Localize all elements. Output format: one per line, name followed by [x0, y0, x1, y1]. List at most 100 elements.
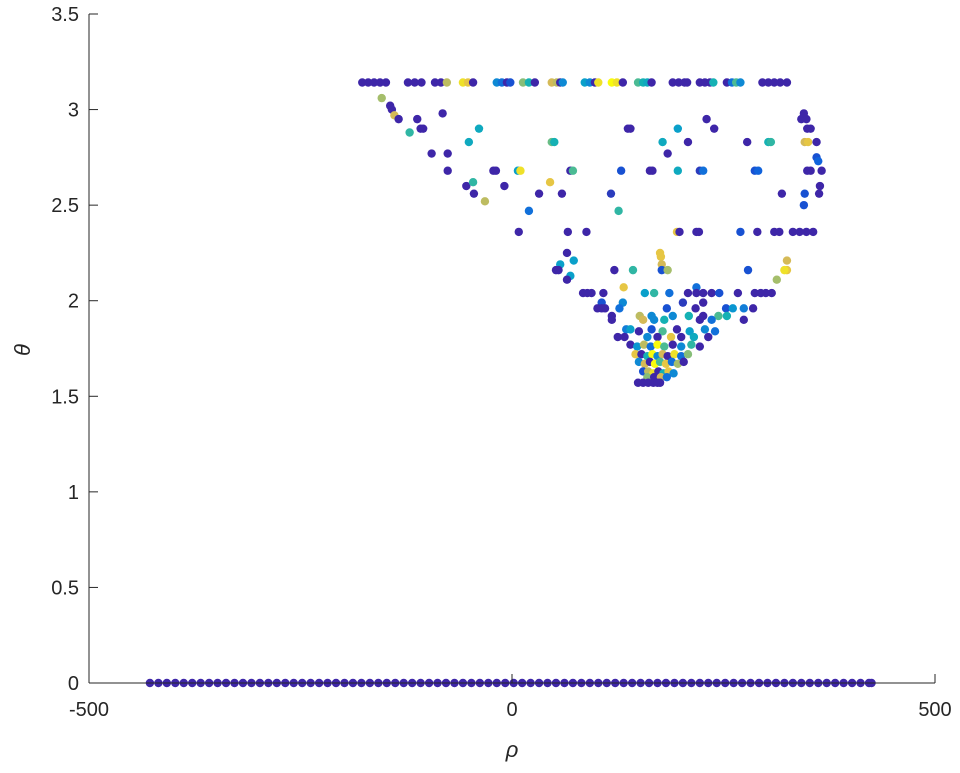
data-point	[582, 227, 591, 237]
y-axis-label: θ	[10, 344, 35, 356]
data-point	[569, 256, 578, 265]
data-point	[668, 340, 677, 349]
x-tick-label: -500	[69, 699, 109, 721]
data-point	[739, 315, 749, 325]
data-point	[733, 288, 743, 298]
data-point	[506, 78, 515, 87]
data-point	[753, 166, 763, 175]
data-point	[808, 227, 818, 237]
data-point	[666, 332, 676, 342]
data-point	[619, 283, 628, 292]
data-point	[616, 166, 626, 175]
data-point	[626, 325, 635, 334]
data-point	[647, 325, 656, 334]
data-point	[514, 227, 523, 237]
data-point	[714, 311, 723, 321]
data-point	[722, 311, 732, 321]
data-point	[709, 78, 718, 87]
data-point	[534, 189, 544, 198]
data-point	[638, 315, 648, 325]
data-point	[403, 78, 413, 87]
data-point	[375, 78, 385, 87]
data-point	[634, 327, 644, 336]
data-point	[707, 315, 716, 325]
data-point	[665, 288, 674, 298]
data-point	[788, 227, 798, 237]
data-point	[562, 275, 572, 284]
data-point	[679, 357, 688, 367]
data-point	[770, 78, 779, 87]
data-point	[599, 288, 608, 298]
data-point	[702, 114, 711, 124]
data-point	[662, 372, 672, 382]
data-point	[442, 78, 452, 87]
data-point	[817, 166, 826, 175]
data-point	[443, 166, 452, 175]
y-tick-label: 3.5	[51, 4, 79, 26]
x-tick-label: 0	[506, 699, 517, 721]
data-point	[462, 181, 471, 191]
data-point	[568, 166, 578, 175]
data-point	[626, 124, 635, 133]
data-point	[694, 227, 704, 237]
data-point	[698, 288, 708, 298]
data-point	[657, 265, 666, 275]
data-point	[418, 124, 428, 133]
data-point	[607, 315, 617, 325]
data-point	[683, 350, 693, 359]
data-point	[684, 311, 694, 321]
data-point	[606, 189, 616, 198]
data-point	[750, 288, 760, 298]
y-tick-label: 1.5	[51, 386, 79, 408]
data-point	[695, 342, 705, 351]
data-point	[806, 166, 815, 175]
data-point	[668, 311, 677, 321]
data-point	[413, 114, 422, 124]
data-point	[691, 304, 700, 313]
data-point	[587, 288, 596, 298]
data-point	[814, 189, 824, 198]
data-point	[795, 227, 804, 237]
y-tick-label: 0.5	[51, 577, 79, 599]
data-point	[615, 304, 624, 313]
data-point	[653, 332, 662, 342]
data-point	[767, 288, 776, 298]
data-point	[707, 288, 716, 298]
data-point	[728, 304, 738, 313]
data-point	[799, 200, 809, 210]
data-point	[800, 189, 809, 198]
data-point	[814, 156, 823, 166]
data-point	[474, 124, 484, 133]
data-point	[550, 137, 559, 147]
data-point	[468, 178, 478, 187]
data-point	[780, 265, 789, 275]
data-point	[663, 351, 672, 361]
data-point	[631, 350, 640, 359]
data-point	[562, 248, 572, 258]
data-point	[640, 288, 650, 298]
data-point	[594, 78, 603, 87]
data-point	[410, 78, 419, 87]
data-point	[649, 288, 659, 298]
data-point	[739, 304, 749, 313]
data-point	[600, 304, 610, 313]
data-point	[698, 298, 708, 307]
data-point	[670, 350, 679, 359]
data-point	[803, 137, 813, 147]
data-point	[417, 78, 426, 87]
y-tick-label: 0	[68, 673, 79, 695]
data-point	[643, 332, 652, 342]
data-point	[363, 78, 373, 87]
data-point	[660, 315, 669, 325]
data-point	[683, 137, 693, 147]
data-point	[687, 340, 696, 349]
data-point	[673, 166, 683, 175]
data-point	[709, 124, 719, 133]
data-point	[673, 124, 683, 133]
data-point	[799, 109, 809, 118]
data-point	[806, 124, 815, 133]
data-point	[626, 340, 635, 349]
data-point	[775, 227, 784, 237]
data-point	[430, 78, 440, 87]
data-point	[710, 327, 720, 336]
